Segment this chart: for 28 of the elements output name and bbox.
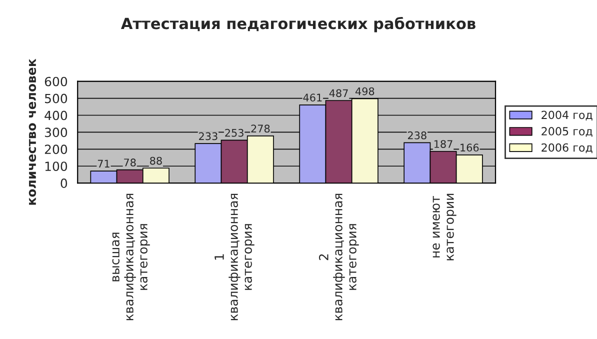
x-tick-label: высшая квалификационная категория bbox=[112, 194, 150, 320]
data-label: 71 bbox=[98, 160, 110, 168]
data-label: 253 bbox=[225, 128, 244, 137]
y-tick-label: 200 bbox=[44, 144, 68, 154]
y-axis-title: количество человек bbox=[28, 58, 36, 205]
data-label: 78 bbox=[124, 158, 136, 166]
data-label: 461 bbox=[303, 94, 322, 102]
data-label: 233 bbox=[199, 132, 218, 140]
x-tick-label: 2 квалификационная категория bbox=[318, 194, 359, 320]
data-label: 88 bbox=[150, 156, 162, 165]
chart-title: Аттестация педагогических работников bbox=[120, 16, 476, 32]
y-tick-label: 0 bbox=[60, 178, 68, 188]
data-label: 166 bbox=[460, 144, 479, 152]
x-tick-label: не имеют категории bbox=[432, 194, 456, 260]
legend-label: 2005 год bbox=[542, 127, 592, 137]
x-tick-label: 1 квалификационная категория bbox=[214, 194, 254, 320]
y-tick-label: 300 bbox=[44, 128, 68, 138]
y-tick-label: 400 bbox=[44, 110, 68, 120]
legend-label: 2004 год bbox=[542, 110, 592, 120]
legend-label: 2006 год bbox=[542, 143, 592, 154]
data-label: 238 bbox=[408, 131, 426, 140]
data-label: 487 bbox=[329, 89, 348, 98]
data-label: 278 bbox=[251, 124, 270, 133]
data-label: 187 bbox=[434, 140, 452, 148]
data-label: 498 bbox=[355, 87, 374, 96]
y-tick-label: 100 bbox=[45, 162, 68, 172]
y-tick-label: 500 bbox=[44, 94, 68, 104]
y-tick-label: 600 bbox=[44, 76, 68, 86]
